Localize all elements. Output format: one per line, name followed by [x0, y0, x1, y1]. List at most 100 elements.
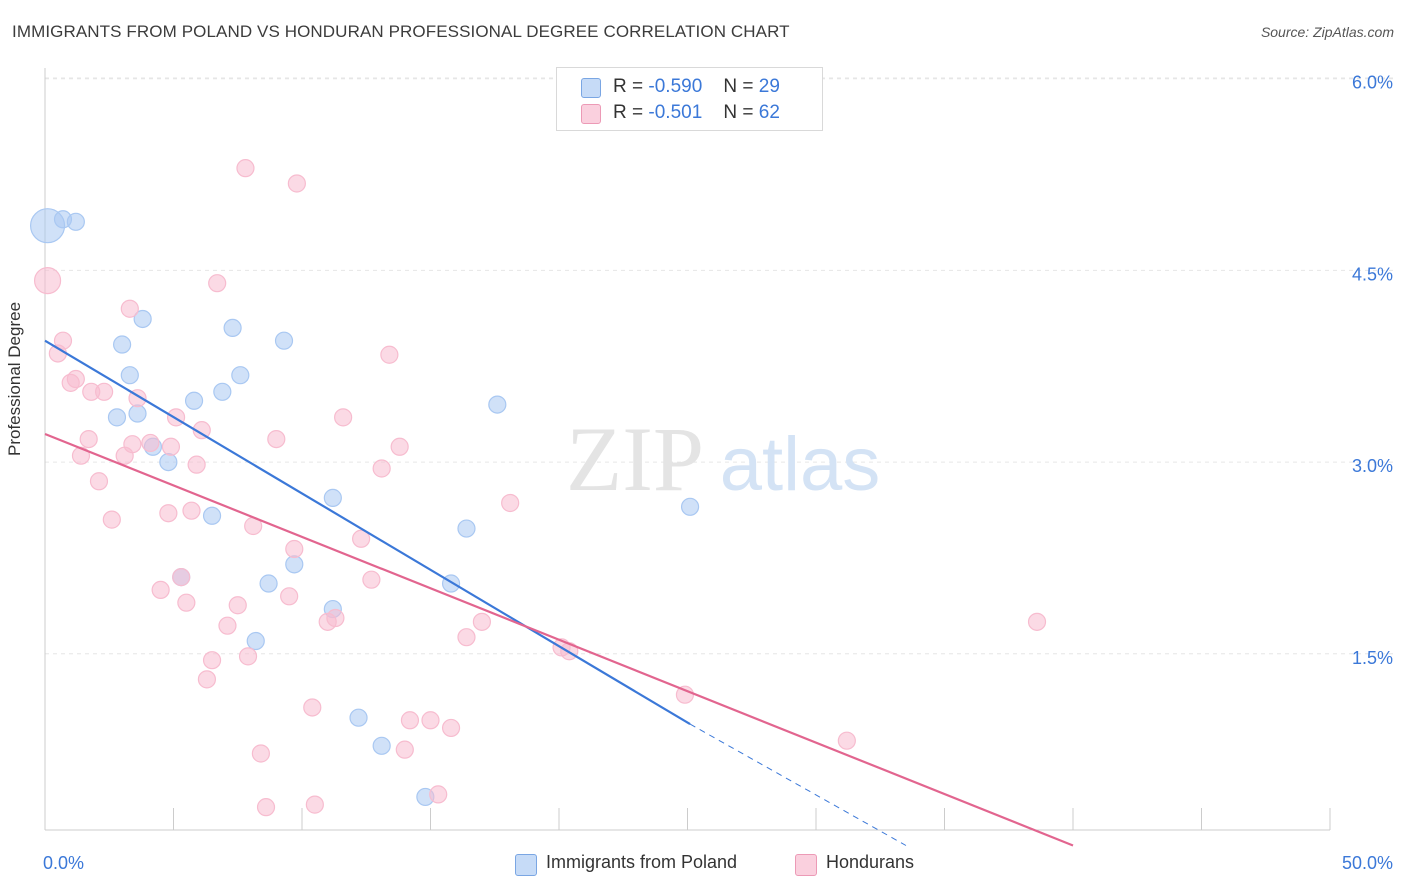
data-point-hondurans: [159, 504, 178, 523]
legend-swatch-hondurans: [795, 854, 817, 876]
data-point-hondurans: [238, 647, 258, 666]
data-point-hondurans: [95, 382, 114, 401]
y-tick-label: 4.5%: [1352, 264, 1393, 284]
legend-r-label: R =: [613, 76, 644, 97]
data-point-poland: [184, 391, 204, 410]
legend-n-value: 29: [758, 76, 780, 97]
data-point-poland: [259, 574, 278, 593]
data-point-poland: [223, 318, 242, 338]
data-point-poland: [488, 395, 507, 414]
data-point-poland: [213, 382, 232, 401]
data-point-hondurans: [123, 435, 142, 454]
data-point-hondurans: [837, 731, 856, 750]
data-point-hondurans: [202, 651, 222, 670]
trendline-poland-extension: [689, 723, 907, 846]
data-point-hondurans: [326, 608, 345, 628]
data-point-poland: [274, 331, 294, 350]
data-point-hondurans: [501, 493, 520, 513]
data-point-hondurans: [287, 174, 306, 193]
data-point-hondurans: [457, 628, 476, 647]
x-tick-label: 50.0%: [1342, 853, 1393, 873]
legend-swatch-poland: [581, 78, 601, 98]
data-point-hondurans: [305, 795, 324, 814]
data-point-hondurans: [400, 711, 420, 730]
data-point-hondurans: [89, 472, 109, 491]
data-point-poland: [159, 453, 178, 472]
data-point-hondurans: [102, 510, 121, 529]
y-tick-label: 3.0%: [1352, 456, 1393, 476]
watermark-atlas: atlas: [720, 422, 881, 507]
data-point-poland: [231, 366, 250, 385]
data-point-hondurans: [228, 596, 247, 615]
data-point-hondurans: [285, 539, 304, 559]
legend-swatch-hondurans: [581, 104, 601, 124]
data-point-hondurans: [267, 429, 286, 449]
watermark: ZIP atlas: [566, 408, 880, 510]
trendline-poland: [44, 339, 691, 726]
data-point-hondurans: [187, 455, 206, 474]
data-point-hondurans: [303, 698, 322, 717]
data-point-hondurans: [352, 529, 371, 548]
data-point-poland: [323, 488, 342, 507]
data-point-hondurans: [53, 331, 73, 350]
data-point-hondurans: [429, 785, 448, 804]
data-point-hondurans: [441, 718, 461, 738]
data-point-hondurans: [362, 570, 381, 589]
legend-n-value: 62: [758, 102, 780, 123]
legend-label-hondurans: Hondurans: [826, 852, 915, 872]
data-point-hondurans: [236, 159, 255, 178]
data-point-poland: [457, 519, 476, 538]
data-point-hondurans: [208, 274, 227, 293]
data-point-hondurans: [120, 299, 139, 318]
data-point-hondurans: [390, 437, 409, 456]
stats-legend: R = -0.590 N = 29 R = -0.501 N = 62: [556, 67, 823, 131]
data-point-hondurans: [472, 612, 491, 631]
data-point-hondurans: [372, 459, 391, 478]
legend-n-label: N =: [723, 102, 754, 123]
data-point-hondurans: [380, 345, 399, 364]
data-point-hondurans: [280, 587, 299, 606]
data-point-poland: [112, 335, 132, 354]
data-point-hondurans: [1027, 612, 1047, 631]
data-point-hondurans: [79, 429, 98, 449]
data-point-poland: [202, 506, 222, 525]
data-point-hondurans: [421, 711, 440, 730]
legend-r-label: R =: [613, 102, 644, 123]
data-point-hondurans: [192, 421, 211, 440]
data-point-hondurans: [151, 580, 170, 600]
data-point-poland: [372, 736, 391, 755]
data-point-poland: [133, 309, 152, 329]
data-point-hondurans: [141, 433, 160, 453]
data-point-hondurans: [182, 501, 201, 520]
data-point-poland: [349, 708, 368, 727]
trendline-hondurans: [44, 432, 1074, 847]
y-tick-label: 6.0%: [1352, 73, 1393, 93]
x-tick-label: 0.0%: [43, 853, 84, 873]
data-point-poland: [246, 631, 265, 651]
data-point-hondurans: [177, 593, 196, 612]
data-point-hondurans: [33, 267, 62, 295]
data-point-poland: [128, 404, 147, 423]
data-point-hondurans: [172, 568, 191, 587]
data-point-hondurans: [161, 437, 181, 456]
data-point-hondurans: [197, 670, 217, 689]
data-point-hondurans: [395, 740, 414, 759]
legend-swatch-poland: [515, 854, 537, 876]
data-point-hondurans: [334, 408, 353, 427]
data-point-hondurans: [256, 798, 276, 817]
y-axis-label: Professional Degree: [5, 301, 24, 456]
data-point-poland: [107, 408, 127, 427]
data-point-poland: [285, 555, 304, 574]
data-point-poland: [680, 497, 700, 516]
data-point-poland: [120, 366, 139, 385]
legend-n-label: N =: [723, 76, 754, 97]
data-point-hondurans: [251, 744, 270, 763]
legend-r-value: -0.590: [648, 76, 703, 97]
data-point-poland: [66, 212, 85, 231]
chart-title: IMMIGRANTS FROM POLAND VS HONDURAN PROFE…: [12, 22, 790, 41]
source-label: Source: ZipAtlas.com: [1260, 24, 1394, 40]
data-point-hondurans: [218, 616, 237, 635]
legend-label-poland: Immigrants from Poland: [546, 852, 738, 872]
watermark-zip: ZIP: [566, 408, 704, 510]
